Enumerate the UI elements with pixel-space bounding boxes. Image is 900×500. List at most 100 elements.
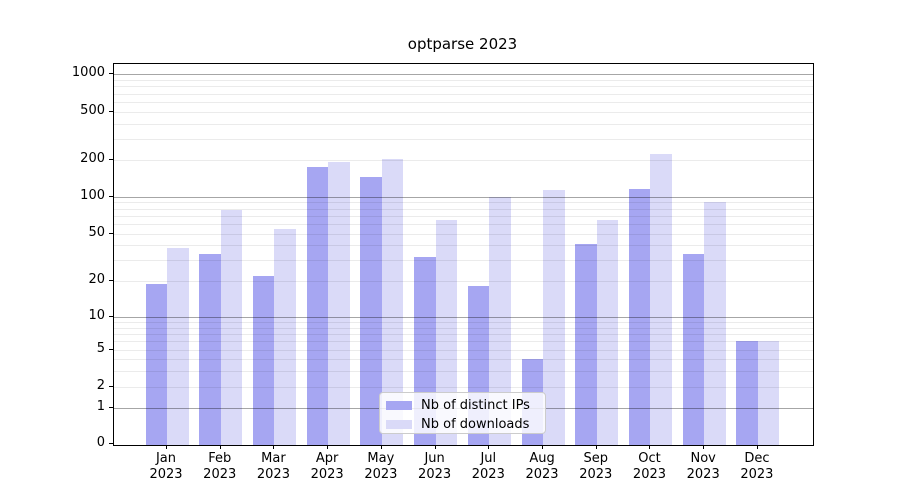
gridline-minor <box>114 333 813 335</box>
gridline-minor <box>114 80 813 82</box>
bar-downloads-dec <box>757 341 780 445</box>
x-axis-tick-mark <box>219 445 221 449</box>
x-axis-tick-mark <box>703 445 705 449</box>
gridline-minor <box>114 202 813 204</box>
gridline-minor <box>114 245 813 247</box>
gridline-minor <box>114 86 813 88</box>
plot-area: Nb of distinct IPs Nb of downloads <box>113 63 814 446</box>
bar-downloads-jan <box>167 247 189 445</box>
x-axis-tick-label: Oct 2023 <box>632 451 667 482</box>
x-axis-tick-mark <box>542 445 544 449</box>
bar-downloads-feb <box>220 209 243 445</box>
x-axis-tick-mark <box>327 445 329 449</box>
x-axis-tick-label: Mar 2023 <box>256 451 290 482</box>
gridline-minor <box>114 208 813 210</box>
x-axis-tick-label: Jan 2023 <box>149 451 183 482</box>
bar-distinct-ips-feb <box>199 253 221 445</box>
gridline-minor <box>114 123 813 125</box>
bar-distinct-ips-sep <box>575 243 597 445</box>
gridline-minor <box>114 160 813 162</box>
bar-distinct-ips-nov <box>682 253 705 445</box>
y-axis-tick-label: 2 <box>96 378 105 393</box>
legend: Nb of distinct IPs Nb of downloads <box>379 392 546 434</box>
x-axis-tick-mark <box>595 445 597 449</box>
x-axis-tick-mark <box>756 445 758 449</box>
bar-distinct-ips-jan <box>145 283 167 445</box>
y-axis-tick-label: 0 <box>96 435 105 451</box>
gridline-minor <box>114 233 813 235</box>
gridline-major <box>114 196 813 198</box>
gridline-minor <box>114 327 813 329</box>
y-axis-tick-mark <box>109 232 113 234</box>
gridline-minor <box>114 223 813 225</box>
y-axis-tick-mark <box>109 443 113 445</box>
y-axis-tick-label: 20 <box>88 272 105 287</box>
bar-downloads-nov <box>704 202 726 445</box>
legend-label-downloads: Nb of downloads <box>421 417 530 432</box>
gridline-minor <box>114 138 813 140</box>
bar-distinct-ips-may <box>360 177 382 445</box>
gridline-major <box>114 74 813 76</box>
bar-distinct-ips-mar <box>252 276 275 445</box>
bar-downloads-aug <box>543 190 565 445</box>
y-axis-tick-mark <box>109 407 113 409</box>
bar-distinct-ips-oct <box>628 189 651 445</box>
y-axis-tick-label: 10 <box>88 307 105 323</box>
x-axis-tick-label: Nov 2023 <box>686 451 720 482</box>
bar-downloads-jun <box>435 219 458 445</box>
gridline-minor <box>114 260 813 262</box>
legend-item-distinct-ips: Nb of distinct IPs <box>386 397 545 414</box>
legend-item-downloads: Nb of downloads <box>386 416 545 433</box>
gridline-minor <box>114 341 813 343</box>
y-axis-tick-mark <box>109 111 113 112</box>
x-axis-tick-label: Feb 2023 <box>203 451 237 482</box>
gridline-major <box>114 316 813 318</box>
gridline-minor <box>114 281 813 282</box>
bar-downloads-apr <box>328 161 350 445</box>
x-axis-tick-mark <box>488 445 490 449</box>
bar-distinct-ips-apr <box>306 167 329 445</box>
x-axis-tick-mark <box>434 445 436 449</box>
gridline-minor <box>114 102 813 104</box>
x-axis-tick-label: Apr 2023 <box>310 451 344 482</box>
y-axis-tick-label: 1000 <box>71 65 105 81</box>
y-axis-tick-label: 5 <box>96 341 105 357</box>
bar-downloads-jul <box>489 196 511 445</box>
y-axis-tick-label: 50 <box>88 224 105 240</box>
y-axis-tick-mark <box>109 195 113 197</box>
y-axis-tick-mark <box>109 73 113 75</box>
gridline-minor <box>114 387 813 388</box>
x-axis-tick-label: Sep 2023 <box>579 451 613 482</box>
bar-downloads-mar <box>274 228 296 445</box>
y-axis-tick-mark <box>109 315 113 317</box>
x-axis-tick-label: Jul 2023 <box>471 451 505 482</box>
bar-distinct-ips-dec <box>736 341 758 445</box>
x-axis-tick-label: Aug 2023 <box>525 451 559 482</box>
x-axis-tick-label: Dec 2023 <box>740 451 774 482</box>
legend-label-distinct-ips: Nb of distinct IPs <box>421 398 530 413</box>
y-axis-tick-label: 200 <box>80 151 105 167</box>
y-axis-tick-mark <box>109 349 113 351</box>
y-axis-tick-mark <box>109 159 113 161</box>
x-axis-tick-label: Jun 2023 <box>418 451 452 482</box>
gridline-minor <box>114 215 813 217</box>
gridline-minor <box>114 112 813 113</box>
legend-swatch-distinct-ips <box>386 401 412 410</box>
gridline-minor <box>114 359 813 361</box>
bar-downloads-may <box>381 159 404 445</box>
gridline-minor <box>114 350 813 352</box>
x-axis-tick-label: May 2023 <box>364 451 398 482</box>
y-axis-tick-label: 1 <box>96 399 105 415</box>
chart-title: optparse 2023 <box>407 35 518 53</box>
x-axis-tick-mark <box>273 445 275 449</box>
bar-downloads-oct <box>650 154 672 445</box>
gridline-minor <box>114 93 813 95</box>
y-axis-tick-label: 100 <box>80 187 105 203</box>
y-axis-tick-mark <box>109 280 113 281</box>
y-axis-tick-label: 500 <box>80 103 105 118</box>
x-axis-tick-mark <box>649 445 651 449</box>
y-axis-tick-mark <box>109 386 113 387</box>
x-axis-tick-mark <box>166 445 167 449</box>
x-axis-tick-mark <box>380 445 382 449</box>
